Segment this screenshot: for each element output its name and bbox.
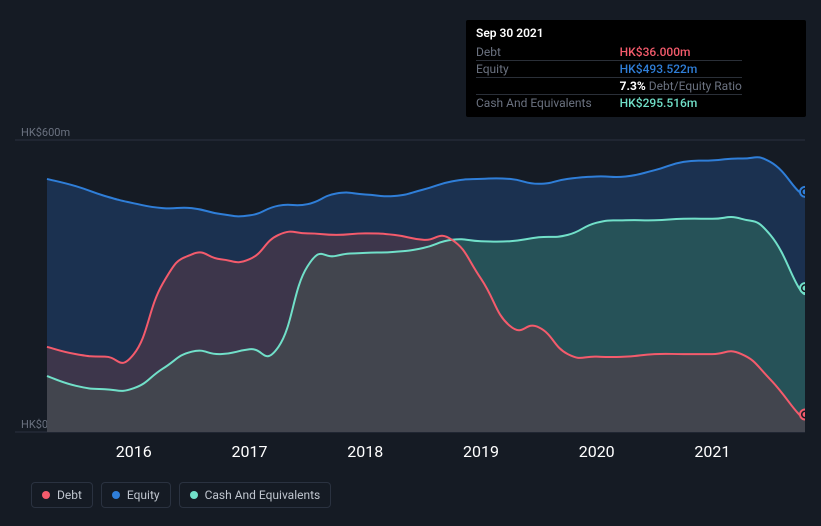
x-axis-label: 2017	[232, 442, 268, 461]
tooltip-row-value: HK$295.516m	[620, 95, 742, 112]
x-axis-label: 2021	[694, 442, 730, 461]
chart-area: HK$600mHK$0 201620172018201920202021 Deb…	[15, 120, 805, 510]
chart-svg[interactable]	[15, 120, 805, 434]
chart-container: Sep 30 2021 DebtHK$36.000mEquityHK$493.5…	[0, 0, 821, 526]
tooltip-row-label	[476, 78, 620, 95]
tooltip-row-label: Equity	[476, 61, 620, 78]
tooltip-row-value: HK$493.522m	[620, 61, 742, 78]
tooltip-date: Sep 30 2021	[476, 26, 796, 40]
chart-legend: Debt Equity Cash And Equivalents	[31, 482, 331, 508]
x-axis-labels: 2016 2017 2018 2019 2020 2021	[15, 442, 805, 462]
x-axis-label: 2020	[579, 442, 615, 461]
legend-item-cash[interactable]: Cash And Equivalents	[179, 482, 332, 508]
tooltip-row-label: Cash And Equivalents	[476, 95, 620, 112]
tooltip-row-value: HK$36.000m	[620, 44, 742, 61]
legend-label: Cash And Equivalents	[205, 488, 321, 502]
tooltip-table: DebtHK$36.000mEquityHK$493.522m7.3% Debt…	[476, 44, 742, 111]
x-axis-label: 2019	[463, 442, 499, 461]
tooltip-row-label: Debt	[476, 44, 620, 61]
x-axis-label: 2016	[116, 442, 152, 461]
legend-item-equity[interactable]: Equity	[101, 482, 171, 508]
tooltip-row-value: 7.3% Debt/Equity Ratio	[620, 78, 742, 95]
legend-item-debt[interactable]: Debt	[31, 482, 93, 508]
chart-tooltip: Sep 30 2021 DebtHK$36.000mEquityHK$493.5…	[466, 20, 806, 117]
x-axis-label: 2018	[347, 442, 383, 461]
legend-dot-icon	[42, 491, 50, 499]
legend-label: Equity	[127, 488, 160, 502]
legend-dot-icon	[190, 491, 198, 499]
legend-dot-icon	[112, 491, 120, 499]
legend-label: Debt	[57, 488, 82, 502]
